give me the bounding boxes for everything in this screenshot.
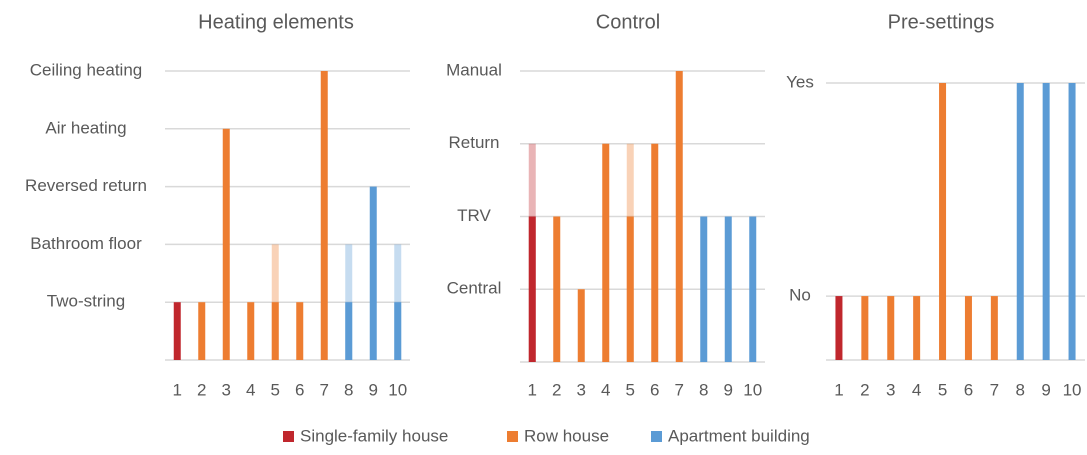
bar: [553, 216, 561, 362]
x-tick-label: 2: [860, 380, 869, 399]
y-tick-label: TRV: [457, 206, 491, 225]
x-tick-label: 5: [626, 380, 635, 399]
bar: [247, 302, 255, 360]
legend-swatch: [283, 431, 294, 442]
y-tick-label: Central: [447, 279, 502, 298]
x-tick-label: 2: [552, 380, 561, 399]
bar: [271, 302, 279, 360]
x-tick-label: 10: [1063, 380, 1082, 399]
legend-label: Apartment building: [668, 426, 810, 445]
x-tick-label: 10: [388, 380, 407, 399]
x-tick-label: 4: [246, 380, 255, 399]
bar: [1016, 83, 1024, 360]
bar: [964, 296, 972, 360]
y-tick-label: Yes: [786, 72, 814, 91]
bar: [990, 296, 998, 360]
bar: [651, 143, 659, 362]
bar: [749, 216, 757, 362]
chart-title: Heating elements: [198, 11, 354, 33]
legend-swatch: [651, 431, 662, 442]
x-tick-label: 1: [834, 380, 843, 399]
bar: [939, 83, 947, 360]
x-tick-label: 10: [743, 380, 762, 399]
x-tick-label: 3: [577, 380, 586, 399]
bar: [528, 216, 536, 362]
bar: [198, 302, 206, 360]
x-tick-label: 1: [528, 380, 537, 399]
x-tick-label: 5: [938, 380, 947, 399]
x-tick-label: 4: [912, 380, 921, 399]
x-tick-label: 8: [344, 380, 353, 399]
bar: [835, 296, 843, 360]
x-tick-label: 9: [369, 380, 378, 399]
y-tick-label: Bathroom floor: [30, 234, 142, 253]
x-tick-label: 9: [1041, 380, 1050, 399]
x-tick-label: 1: [173, 380, 182, 399]
bar: [1042, 83, 1050, 360]
x-tick-label: 7: [990, 380, 999, 399]
chart-title: Pre-settings: [888, 11, 995, 33]
y-tick-label: Reversed return: [25, 176, 147, 195]
bar: [700, 216, 708, 362]
legend-swatch: [507, 431, 518, 442]
chart-title: Control: [596, 11, 660, 33]
x-tick-label: 8: [1016, 380, 1025, 399]
x-tick-label: 6: [650, 380, 659, 399]
y-tick-label: Return: [448, 133, 499, 152]
bar: [602, 143, 610, 362]
bar: [394, 302, 402, 360]
x-tick-label: 3: [222, 380, 231, 399]
bar: [675, 71, 683, 362]
y-tick-label: Ceiling heating: [30, 60, 142, 79]
x-tick-label: 7: [320, 380, 329, 399]
x-tick-label: 5: [271, 380, 280, 399]
x-tick-label: 9: [724, 380, 733, 399]
legend-label: Row house: [524, 426, 609, 445]
bar: [345, 302, 353, 360]
bar: [724, 216, 732, 362]
bar: [296, 302, 304, 360]
bar: [320, 71, 328, 360]
bar: [1068, 83, 1076, 360]
bar: [577, 289, 585, 362]
bar: [626, 216, 634, 362]
y-tick-label: No: [789, 286, 811, 305]
bar: [861, 296, 869, 360]
bar: [369, 186, 377, 360]
y-tick-label: Manual: [446, 60, 502, 79]
x-tick-label: 7: [675, 380, 684, 399]
x-tick-label: 6: [964, 380, 973, 399]
bar: [222, 128, 230, 360]
y-tick-label: Two-string: [47, 292, 125, 311]
x-tick-label: 6: [295, 380, 304, 399]
legend-label: Single-family house: [300, 426, 448, 445]
bar: [913, 296, 921, 360]
bar: [887, 296, 895, 360]
x-tick-label: 8: [699, 380, 708, 399]
bar: [173, 302, 181, 360]
y-tick-label: Air heating: [45, 118, 126, 137]
x-tick-label: 4: [601, 380, 610, 399]
x-tick-label: 3: [886, 380, 895, 399]
x-tick-label: 2: [197, 380, 206, 399]
